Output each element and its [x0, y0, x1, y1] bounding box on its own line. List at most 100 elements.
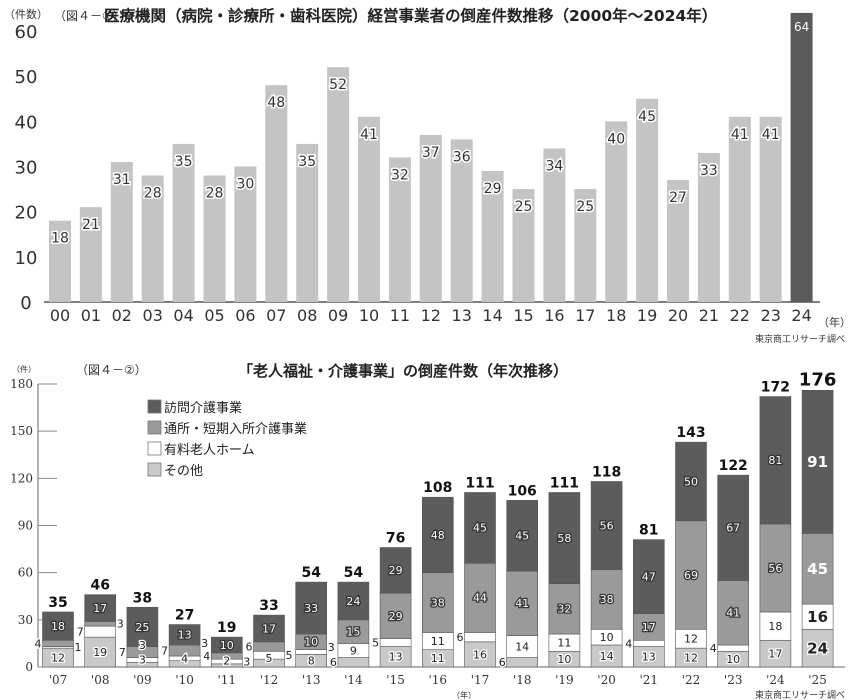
x-tick-label: '25 [808, 673, 827, 687]
segment-value-label: 7 [77, 625, 84, 638]
bar-segment [337, 581, 370, 621]
segment-value-label: 3 [139, 653, 146, 666]
bar-segment [759, 611, 792, 641]
bar [574, 189, 597, 302]
segment-value-label: 32 [557, 603, 571, 616]
segment-value-label: 12 [51, 651, 65, 664]
bar-segment [801, 533, 834, 605]
total-value-label: 33 [259, 598, 278, 614]
segment-value-label: 24 [346, 595, 360, 608]
segment-value-label: 12 [684, 633, 698, 646]
segment-value-label: 29 [389, 610, 403, 623]
segment-value-label: 45 [807, 560, 828, 578]
segment-value-label: 12 [684, 651, 698, 664]
segment-value-label: 13 [642, 651, 656, 664]
bar-value-label: 30 [236, 177, 254, 193]
x-tick-label: 20 [668, 306, 688, 325]
bar [759, 116, 782, 302]
segment-value-label: 17 [768, 647, 782, 660]
bar [49, 220, 71, 302]
x-tick-label: '24 [766, 673, 785, 687]
bar [203, 175, 226, 302]
segment-value-label: 15 [346, 625, 360, 638]
bar [141, 175, 164, 302]
chart2: （件） （図４－②） 「老人福祉・介護事業」の倒産件数（年次推移） 0 30 60 9… [10, 362, 845, 700]
bar-value-label: 64 [794, 20, 809, 34]
bar-segment [759, 396, 792, 525]
bar-segment [632, 639, 665, 647]
x-tick-label: 03 [143, 306, 163, 325]
bar-segment [211, 636, 243, 654]
bar-value-label: 31 [113, 172, 131, 188]
chart2-figure-label: （図４－②） [76, 363, 147, 377]
bar-segment [379, 547, 412, 594]
bar-segment [717, 474, 750, 581]
bar-value-label: 45 [638, 109, 656, 125]
bar-value-label: 48 [267, 95, 285, 111]
segment-value-label: 5 [286, 649, 293, 662]
x-tick-label: 16 [544, 306, 564, 325]
bar [110, 161, 133, 302]
chart2-xlabel: （年） [452, 690, 476, 700]
bar-value-label: 34 [545, 158, 563, 174]
bar-value-label: 28 [206, 186, 224, 202]
x-tick-label: 14 [482, 306, 502, 325]
bar-segment [717, 644, 750, 652]
chart2-x-ticks: '07 '08 '09 '10 '11 '12 '13 '14 '15 '16 '17 '18 '19 '… [49, 673, 827, 687]
segment-value-label: 48 [431, 529, 445, 542]
segment-value-label: 56 [600, 519, 614, 532]
segment-value-label: 41 [726, 607, 740, 620]
segment-value-label: 69 [684, 569, 698, 582]
legend-swatch [147, 420, 162, 435]
x-tick-label: 17 [575, 306, 595, 325]
bar-segment [379, 638, 412, 647]
x-tick-label: 10 [359, 306, 379, 325]
bar-value-label: 28 [144, 186, 162, 202]
y-tick-label: 150 [10, 424, 33, 438]
y-tick-label: 10 [15, 248, 38, 269]
segment-value-label: 18 [51, 620, 65, 633]
segment-value-label: 10 [726, 653, 740, 666]
segment-value-label: 44 [473, 592, 487, 605]
x-tick-label: 05 [204, 306, 224, 325]
total-value-label: 108 [423, 480, 452, 496]
x-tick-label: '19 [555, 673, 574, 687]
total-value-label: 19 [217, 620, 236, 636]
bar [358, 116, 380, 302]
chart1-x-ticks: 00 01 02 03 04 05 06 07 08 09 10 11 12 13 14 15 16 17 18 19… [50, 306, 812, 325]
bar-segment [548, 583, 581, 635]
segment-value-label: 18 [768, 620, 782, 633]
x-tick-label: 00 [50, 306, 70, 325]
segment-value-label: 56 [768, 562, 782, 575]
segment-value-label: 6 [330, 656, 337, 669]
bar-value-label: 41 [731, 127, 749, 143]
bar [172, 143, 195, 302]
bar-value-label: 41 [360, 127, 378, 143]
y-tick-label: 60 [15, 22, 38, 43]
bar-segment [84, 636, 116, 668]
total-value-label: 106 [508, 483, 537, 499]
bar-segment [632, 613, 665, 641]
segment-value-label: 24 [807, 639, 828, 657]
x-tick-label: '12 [260, 673, 279, 687]
bar [265, 85, 288, 302]
bar [388, 157, 411, 302]
x-tick-label: '16 [429, 673, 448, 687]
segment-value-label: 16 [473, 648, 487, 661]
total-value-label: 38 [133, 590, 152, 606]
segment-value-label: 7 [119, 646, 126, 659]
segment-value-label: 67 [726, 522, 740, 535]
segment-value-label: 7 [161, 644, 168, 657]
total-value-label: 46 [90, 578, 109, 594]
segment-value-label: 1 [75, 641, 82, 654]
bar-segment [84, 621, 116, 627]
segment-value-label: 2 [223, 654, 230, 667]
y-tick-label: 60 [18, 566, 33, 580]
chart1-source: 東京商工リサーチ調べ [755, 333, 845, 345]
segment-value-label: 45 [473, 522, 487, 535]
y-tick-label: 120 [10, 471, 33, 485]
x-tick-label: 04 [173, 306, 193, 325]
bar-value-label: 29 [484, 181, 502, 197]
